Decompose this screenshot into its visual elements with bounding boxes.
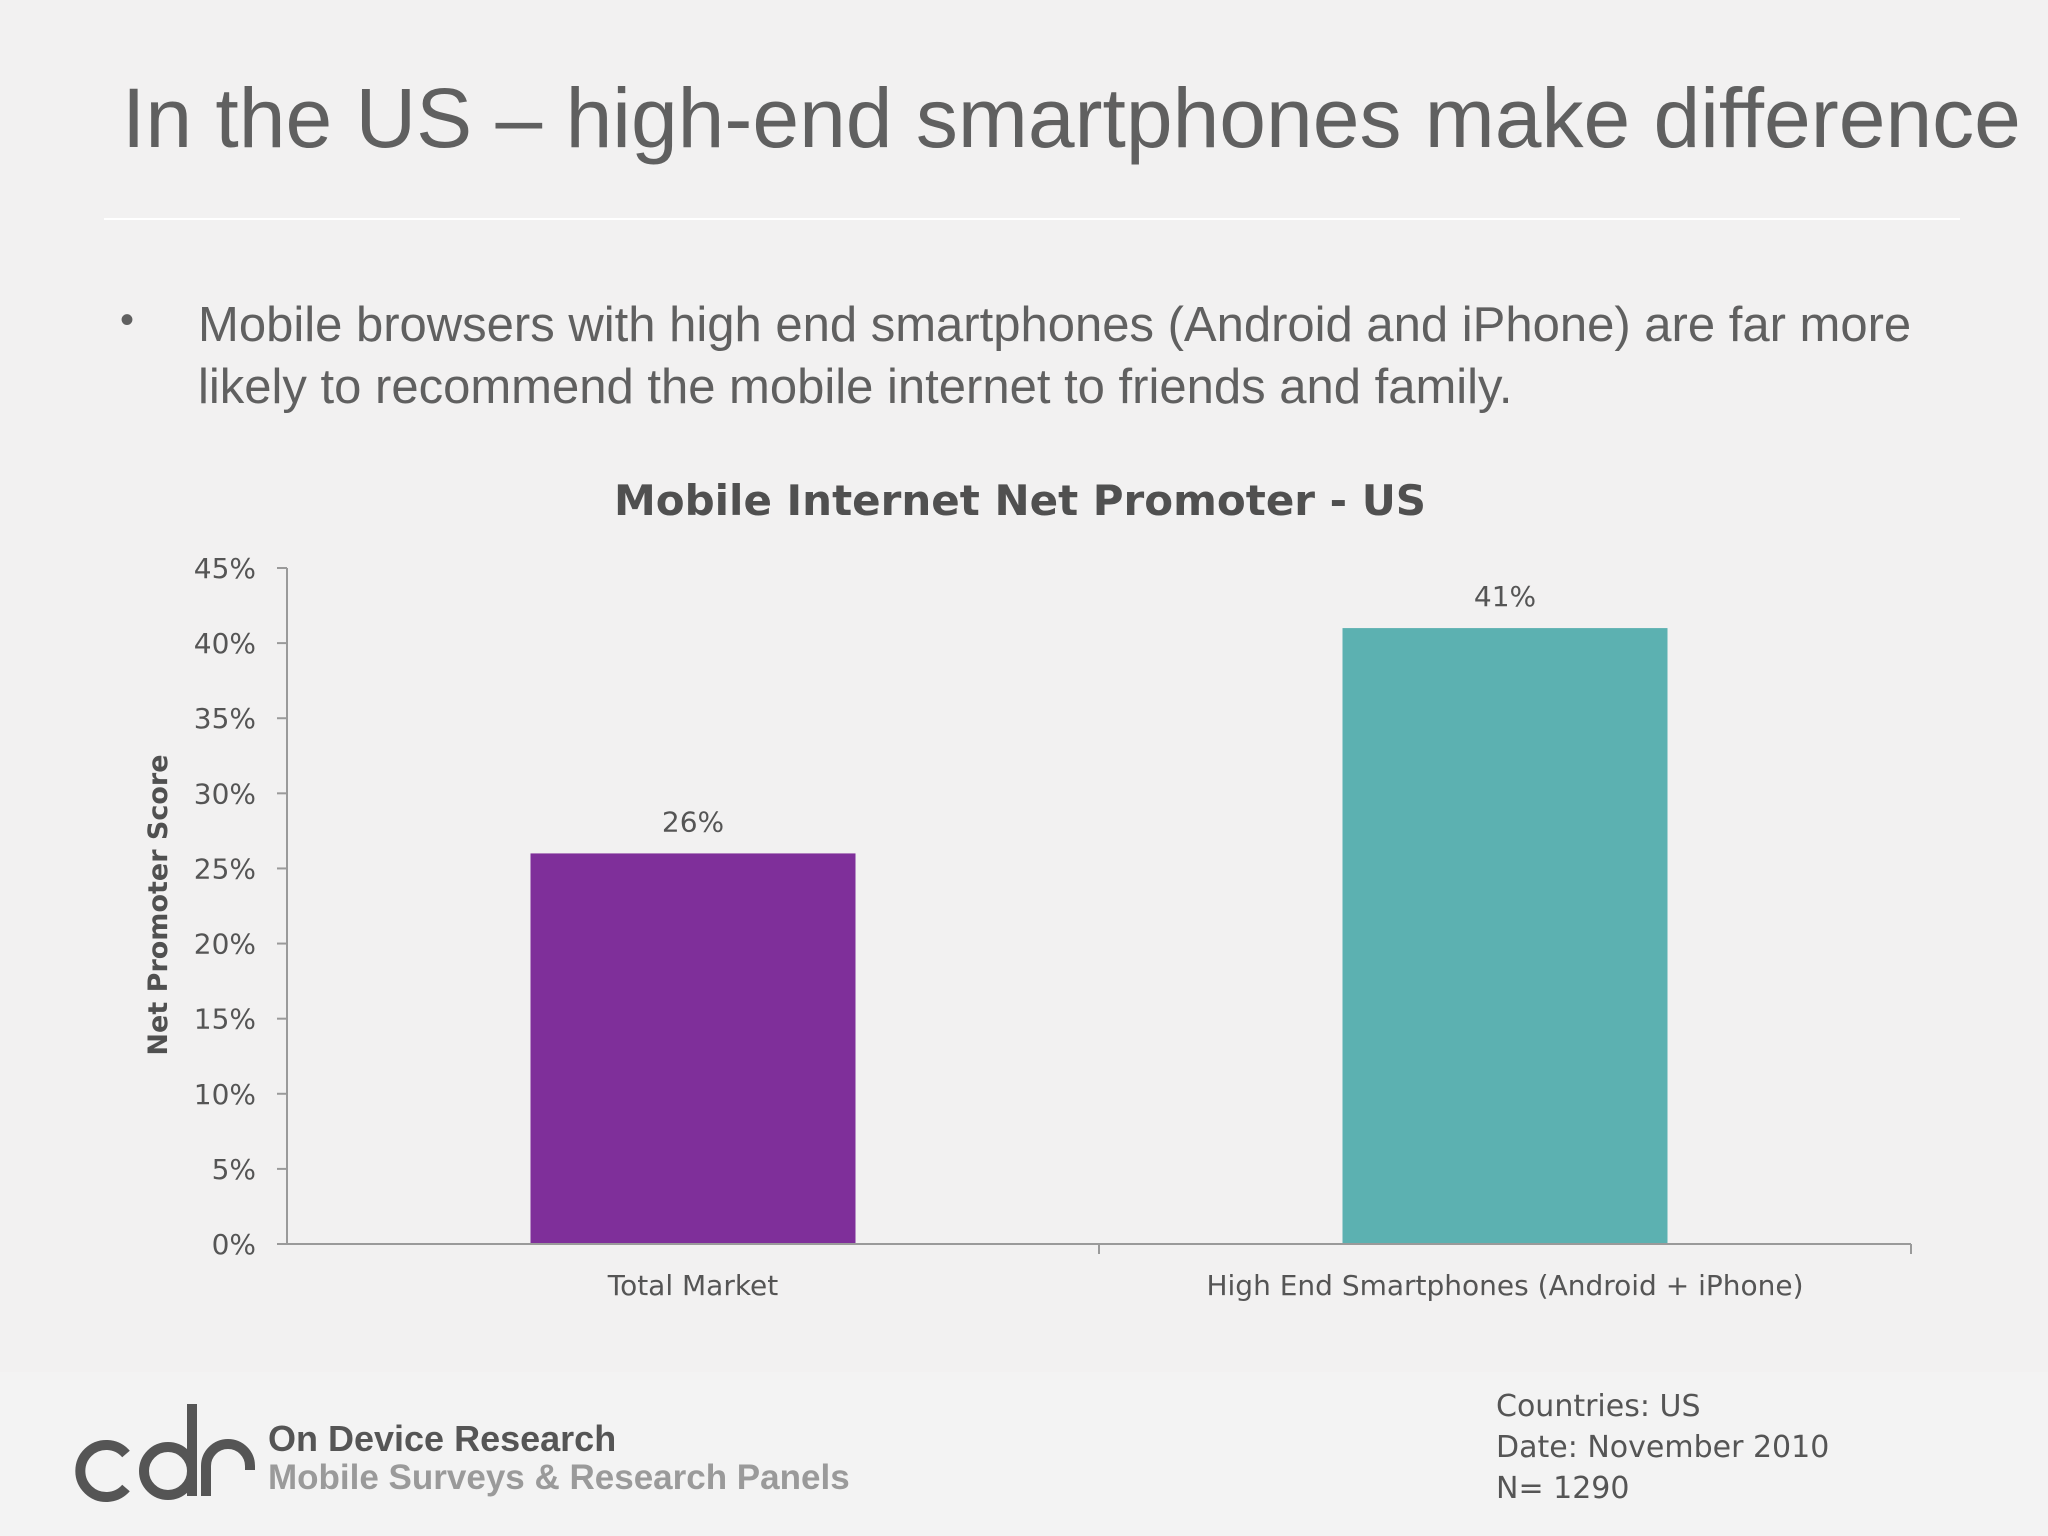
survey-notes: Countries: US Date: November 2010 N= 129… <box>1496 1386 1829 1509</box>
y-tick-label: 45% <box>194 552 256 585</box>
y-tick-label: 35% <box>194 702 256 735</box>
note-sample-size: N= 1290 <box>1496 1471 1630 1506</box>
note-countries: Countries: US <box>1496 1389 1701 1424</box>
footer <box>0 1372 2048 1536</box>
bars: 26% 41% <box>530 580 1668 1244</box>
note-date: Date: November 2010 <box>1496 1430 1830 1465</box>
y-tick-label: 25% <box>194 852 256 885</box>
x-category-label: Total Market <box>607 1269 779 1302</box>
y-tick-label: 0% <box>212 1228 256 1261</box>
on-device-research-logo <box>68 1396 258 1511</box>
company-tagline: Mobile Surveys & Research Panels <box>268 1458 850 1497</box>
bullet-marker: • <box>120 298 135 342</box>
title-divider <box>104 218 1960 220</box>
chart-title: Mobile Internet Net Promoter - US <box>614 476 1426 525</box>
y-tick-label: 15% <box>194 1003 256 1036</box>
bar <box>1342 628 1668 1244</box>
slide-title: In the US – high-end smartphones make di… <box>122 71 2021 165</box>
bar <box>530 853 856 1244</box>
y-tick-label: 40% <box>194 627 256 660</box>
y-tick-label: 10% <box>194 1078 256 1111</box>
company-name: On Device Research <box>268 1418 617 1459</box>
bar-data-label: 26% <box>662 805 724 838</box>
x-axis-labels: Total Market High End Smartphones (Androi… <box>607 1244 1912 1302</box>
y-tick-label: 5% <box>212 1153 256 1186</box>
bullet-text: Mobile browsers with high end smartphone… <box>198 298 1912 414</box>
y-axis-label: Net Promoter Score <box>143 754 174 1055</box>
y-tick-label: 20% <box>194 928 256 961</box>
y-tick-label: 30% <box>194 777 256 810</box>
bar-data-label: 41% <box>1474 580 1536 613</box>
y-axis-ticks: 0% 5% 10% 15% 20% 25% 30% 35% 40% 45% <box>194 552 287 1261</box>
x-category-label: High End Smartphones (Android + iPhone) <box>1206 1269 1803 1302</box>
bar-chart: Mobile Internet Net Promoter - US Net Pr… <box>143 476 1912 1302</box>
